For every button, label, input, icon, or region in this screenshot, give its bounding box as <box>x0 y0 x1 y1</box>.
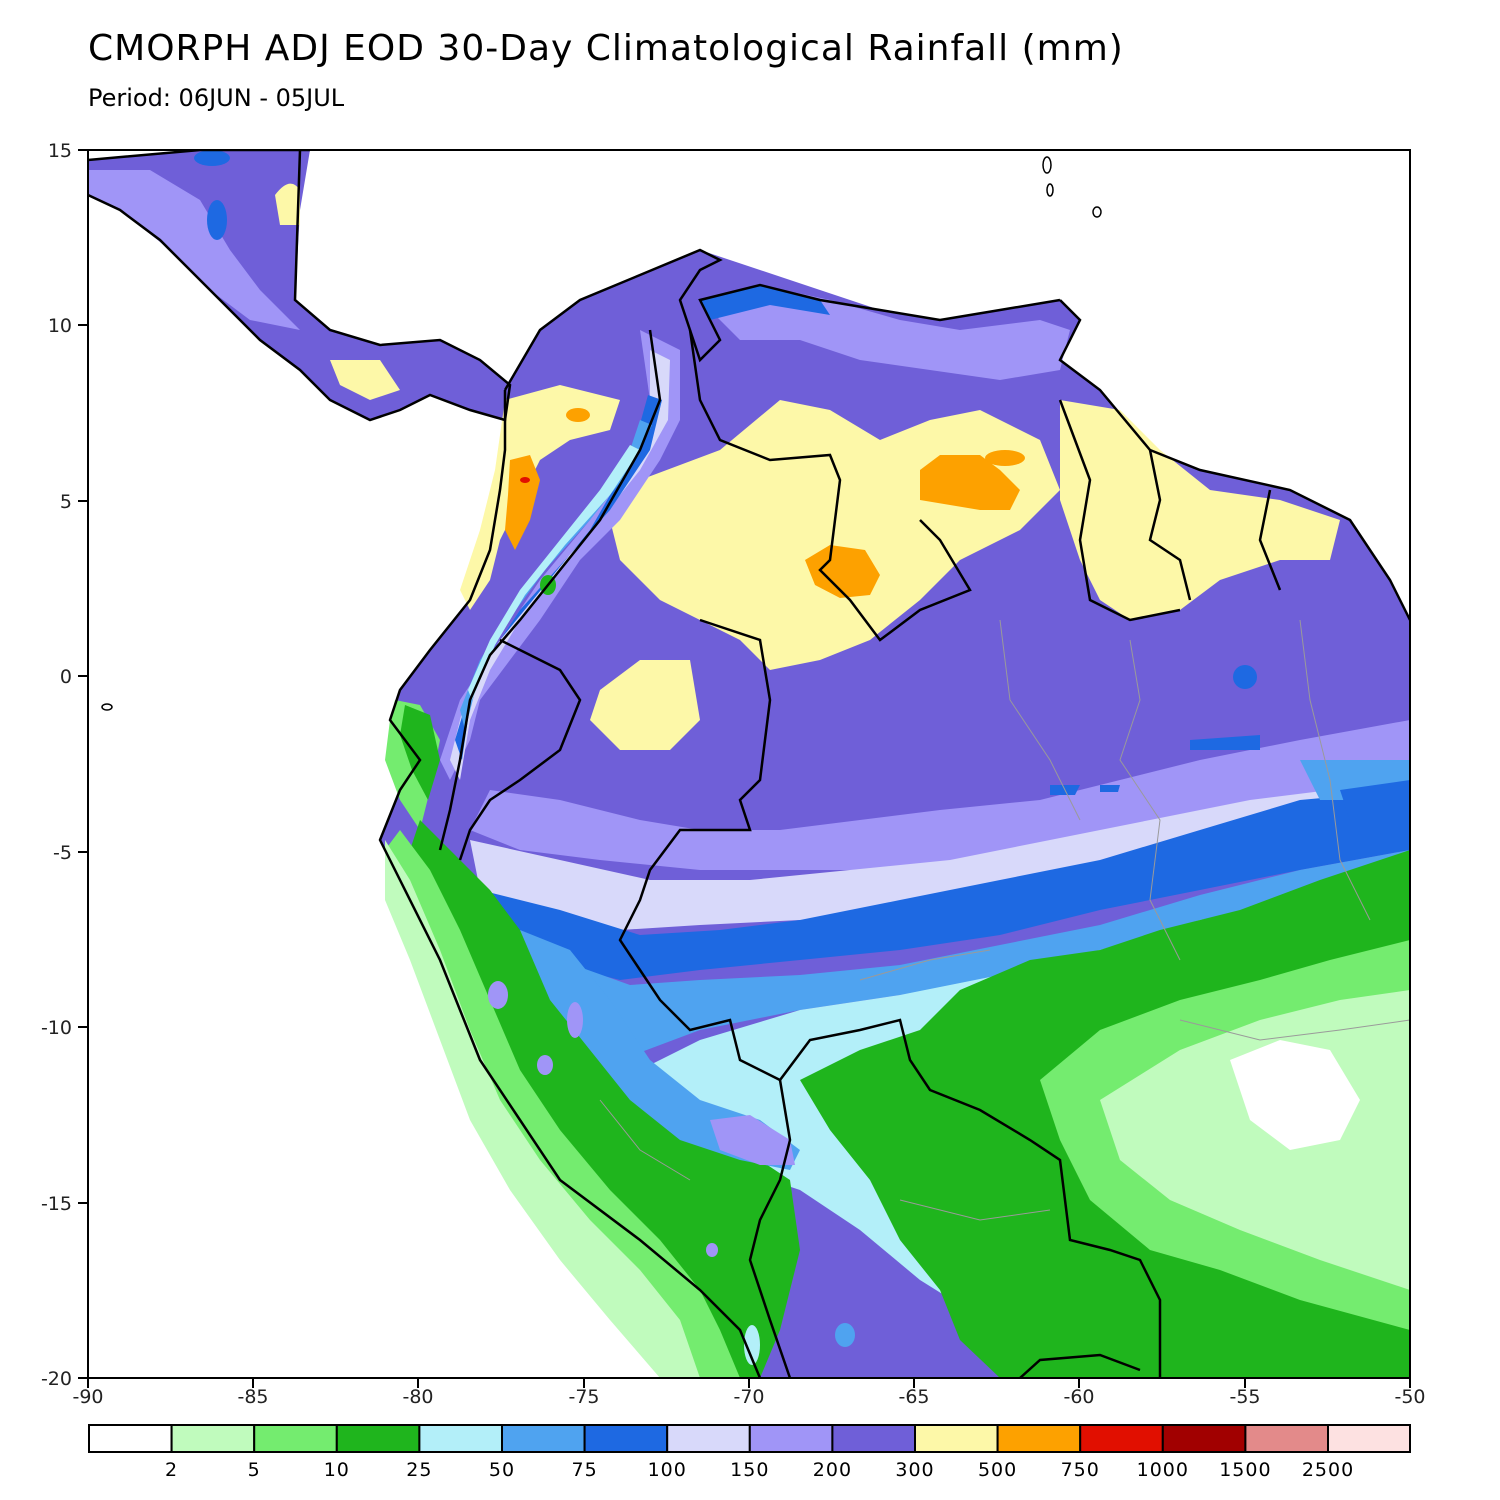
legend-label: 2 <box>165 1459 178 1481</box>
legend-swatch <box>253 1424 338 1453</box>
legend-label: 10 <box>324 1459 350 1481</box>
legend-swatch <box>88 1424 173 1453</box>
country-borders <box>88 150 1410 1378</box>
lon-label: -60 <box>1063 1386 1094 1408</box>
color-legend: 2 5 10 25 50 75 100 150 200 300 500 750 … <box>88 1424 1411 1481</box>
legend-swatch <box>418 1424 503 1453</box>
rainfall-500-colombia <box>460 385 620 610</box>
andes-highland-blue <box>520 930 800 1170</box>
amazon-100-band <box>480 790 1410 980</box>
legend-label: 500 <box>978 1459 1017 1481</box>
legend-swatch <box>170 1424 256 1453</box>
rainfall-750-venezuela <box>920 455 1020 510</box>
legend-swatch <box>501 1424 586 1453</box>
legend-swatch <box>666 1424 751 1453</box>
peru-coast-lightgreen <box>385 830 740 1378</box>
lon-label: -90 <box>72 1386 103 1408</box>
period-subtitle: Period: 06JUN - 05JUL <box>88 84 345 112</box>
amazon-150-band <box>470 780 1410 930</box>
lat-label: 5 <box>60 491 72 513</box>
andes-200-band <box>440 330 680 780</box>
lon-label: -55 <box>1229 1386 1260 1408</box>
lon-label: -75 <box>568 1386 599 1408</box>
legend-swatch <box>583 1424 669 1453</box>
legend-label: 200 <box>813 1459 852 1481</box>
lat-label: -10 <box>41 1017 72 1039</box>
central-america-300 <box>88 170 300 330</box>
legend-label: 750 <box>1061 1459 1100 1481</box>
latitude-axis: 15 10 5 0 -5 -10 -15 -20 <box>41 140 88 1390</box>
lat-label: -20 <box>41 1368 72 1390</box>
peru-coast-verylight <box>385 840 700 1378</box>
honduras-500 <box>275 183 300 225</box>
legend-label: 1500 <box>1219 1459 1271 1481</box>
longitude-axis: -90 -85 -80 -75 -70 -65 -60 -55 -50 <box>72 1378 1426 1408</box>
legend-label: 100 <box>648 1459 687 1481</box>
lat-label: 15 <box>48 140 72 162</box>
legend-swatch <box>335 1424 421 1453</box>
legend-swatch <box>1327 1424 1411 1453</box>
state-borders <box>599 619 1410 1221</box>
rainfall-field <box>88 150 1410 1378</box>
spot-100 <box>1233 665 1257 689</box>
legend-swatch <box>748 1424 834 1453</box>
legend-swatch <box>831 1424 917 1453</box>
rainfall-750-brazil-border <box>805 545 880 598</box>
lat-label: -15 <box>41 1193 72 1215</box>
map-title: CMORPH ADJ EOD 30-Day Climatological Rai… <box>88 28 1124 69</box>
central-america-500 <box>330 360 400 400</box>
central-america-100 <box>194 150 230 166</box>
legend-swatch <box>1244 1424 1330 1453</box>
lon-label: -80 <box>402 1386 433 1408</box>
legend-label: 1000 <box>1137 1459 1189 1481</box>
legend-swatch <box>996 1424 1082 1453</box>
lat-label: -5 <box>53 842 72 864</box>
lat-label: 0 <box>60 666 72 688</box>
lon-label: -65 <box>898 1386 929 1408</box>
rainfall-2-zone <box>1230 1040 1360 1150</box>
lat-label: 10 <box>48 315 72 337</box>
lon-label: -70 <box>733 1386 764 1408</box>
amazon-75-band <box>490 850 1410 1060</box>
legend-label: 300 <box>895 1459 934 1481</box>
legend-label: 25 <box>406 1459 432 1481</box>
legend-label: 2500 <box>1302 1459 1354 1481</box>
legend-label: 50 <box>489 1459 515 1481</box>
legend-swatch <box>1161 1424 1247 1453</box>
legend-swatch <box>914 1424 999 1453</box>
amazon-200-band <box>470 720 1410 870</box>
lon-label: -85 <box>237 1386 268 1408</box>
lon-label: -50 <box>1394 1386 1425 1408</box>
legend-label: 75 <box>572 1459 598 1481</box>
peru-andes-green <box>400 820 800 1378</box>
rainfall-750-choco <box>505 455 540 550</box>
legend-label: 150 <box>730 1459 769 1481</box>
legend-label: 5 <box>248 1459 261 1481</box>
legend-swatch <box>1079 1424 1164 1453</box>
andes-50-band <box>468 445 640 700</box>
rainfall-500-guiana <box>1060 400 1340 620</box>
